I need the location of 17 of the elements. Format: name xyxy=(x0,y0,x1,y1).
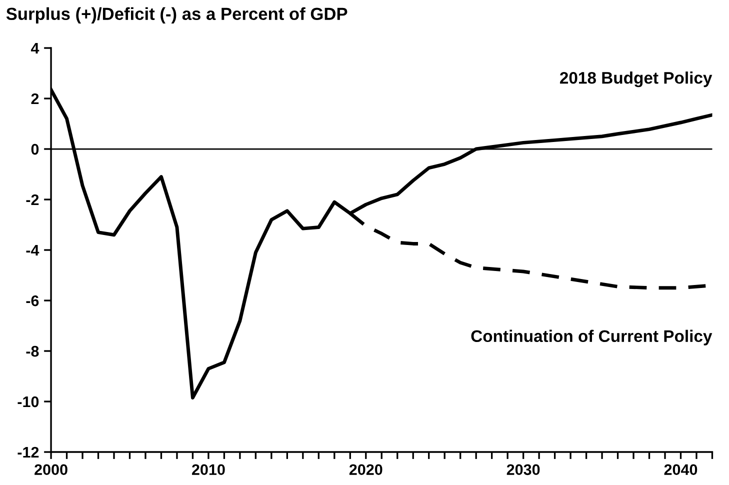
x-tick-label: 2000 xyxy=(34,464,68,476)
chart-title: Surplus (+)/Deficit (-) as a Percent of GDP xyxy=(6,7,348,24)
x-tick-label: 2020 xyxy=(349,464,382,476)
y-tick-label: -4 xyxy=(26,245,40,256)
x-tick-label: 2040 xyxy=(664,464,698,476)
x-tick-label: 2010 xyxy=(192,464,225,476)
series-label: 2018 Budget Policy xyxy=(560,72,712,88)
text: Continuation of Current Policy xyxy=(471,330,712,346)
y-tick-label: -8 xyxy=(26,346,39,357)
y-tick-label: -12 xyxy=(18,446,39,458)
y-tick-label: 0 xyxy=(31,144,39,155)
y-tick-label: 4 xyxy=(30,43,40,54)
x-tick-label: 2030 xyxy=(506,464,540,476)
y-tick-label: -10 xyxy=(18,396,39,408)
y-tick-label: -6 xyxy=(26,295,39,306)
y-tick-label: 2 xyxy=(31,93,39,104)
y-tick-label: -2 xyxy=(26,194,39,206)
